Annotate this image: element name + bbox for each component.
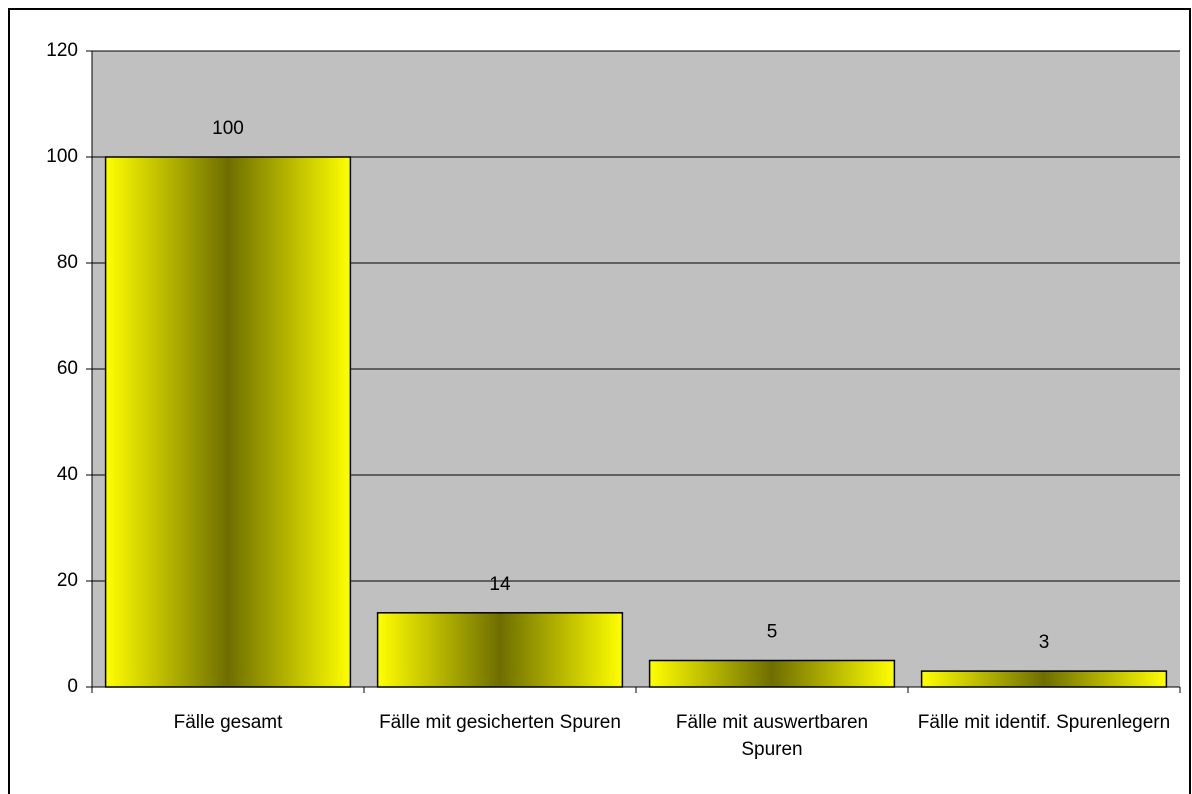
data-label: 3 <box>1039 632 1050 653</box>
y-tick-label: 0 <box>67 676 78 697</box>
y-tick-label: 40 <box>57 464 78 485</box>
bar <box>104 156 352 688</box>
data-label: 100 <box>212 118 244 139</box>
data-label: 14 <box>489 574 511 595</box>
x-tick-label: Fälle mit auswertbaren Spuren <box>675 712 869 760</box>
x-tick-label: Fälle gesamt <box>173 712 283 733</box>
y-tick-label: 60 <box>57 358 78 379</box>
x-tick-label: Fälle mit identif. Spurenlegern <box>917 712 1171 733</box>
data-label: 5 <box>767 622 778 643</box>
y-tick-label: 20 <box>57 570 78 591</box>
x-tick-label: Fälle mit gesicherten Spuren <box>379 712 621 733</box>
bar <box>376 612 624 688</box>
bar <box>920 670 1168 688</box>
y-tick-label: 80 <box>57 252 78 273</box>
y-tick-label: 100 <box>46 146 78 167</box>
bar <box>648 659 896 688</box>
y-tick-label: 120 <box>46 40 78 61</box>
